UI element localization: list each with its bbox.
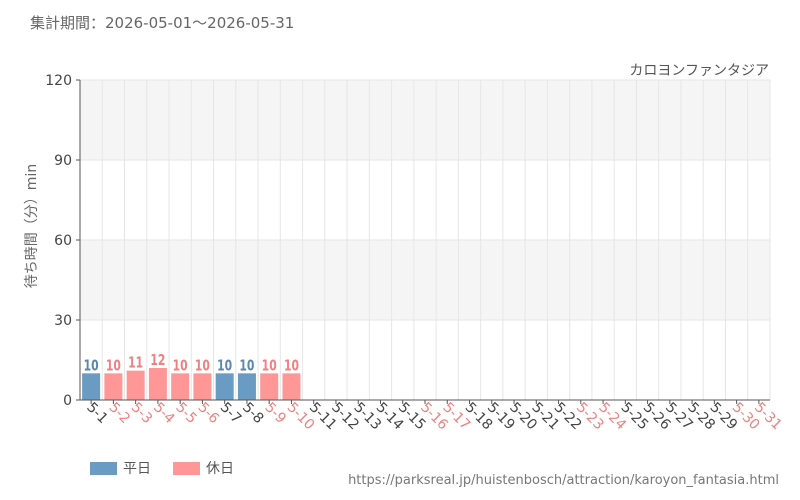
bar-5-5 — [171, 373, 190, 400]
x-tick-label-5-2: 5-2 — [106, 400, 133, 427]
weekday-swatch — [90, 461, 117, 475]
y-tick-label: 30 — [54, 313, 72, 329]
y-axis-label: 待ち時間（分）min — [24, 164, 40, 288]
x-tick-labels: 5-15-25-35-45-55-65-75-85-95-105-115-125… — [83, 400, 785, 434]
bar-series — [82, 368, 301, 400]
bar-5-7 — [215, 373, 234, 400]
legend: 平日 休日 — [90, 458, 256, 478]
bar-5-8 — [237, 373, 256, 400]
x-tick-label-5-6: 5-6 — [195, 400, 223, 428]
data-label-5-4: 12 — [150, 352, 165, 369]
bar-5-3 — [126, 370, 145, 400]
data-label-5-1: 10 — [84, 358, 99, 375]
holiday-swatch — [173, 461, 200, 475]
bar-5-1 — [82, 373, 101, 400]
data-label-5-8: 10 — [239, 358, 254, 375]
bar-5-4 — [148, 368, 167, 400]
x-tick-label-5-5: 5-5 — [172, 400, 199, 427]
x-tick-label-5-3: 5-3 — [128, 400, 155, 427]
plot-bands — [80, 80, 770, 320]
x-tick-label-5-9: 5-9 — [261, 400, 288, 427]
data-label-5-5: 10 — [173, 358, 188, 375]
y-tick-label: 120 — [45, 73, 72, 89]
legend-label-weekday: 平日 — [123, 461, 151, 477]
y-tick-label: 0 — [63, 393, 72, 409]
bar-5-2 — [104, 373, 123, 400]
plot-band — [80, 240, 770, 320]
bar-5-10 — [282, 373, 301, 400]
source-url: https://parksreal.jp/huistenbosch/attrac… — [348, 473, 779, 488]
data-label-5-9: 10 — [262, 358, 277, 375]
y-tick-label: 60 — [54, 233, 72, 249]
data-labels: 10 10 11 12 10 10 10 10 10 10 — [84, 352, 299, 375]
data-label-5-6: 10 — [195, 358, 210, 375]
data-label-5-10: 10 — [284, 358, 299, 375]
chart-title: カロヨンファンタジア — [629, 63, 769, 79]
x-tick-label-5-1: 5-1 — [83, 400, 110, 427]
period-label: 集計期間：2026-05-01～2026-05-31 — [30, 14, 295, 32]
data-label-5-7: 10 — [217, 358, 232, 375]
x-tick-label-5-4: 5-4 — [150, 400, 178, 428]
data-label-5-3: 11 — [128, 355, 143, 372]
x-tick-label-5-8: 5-8 — [239, 400, 266, 427]
y-tick-label: 90 — [54, 153, 72, 169]
grid-lines — [80, 79, 771, 400]
y-tick-labels: 0 30 60 90 120 — [45, 73, 80, 409]
x-tick-label-5-7: 5-7 — [217, 400, 244, 427]
bar-5-9 — [260, 373, 279, 400]
legend-item-weekday: 平日 — [90, 458, 151, 478]
data-label-5-2: 10 — [106, 358, 121, 375]
legend-label-holiday: 休日 — [206, 461, 234, 477]
bar-5-6 — [193, 373, 212, 400]
legend-item-holiday: 休日 — [173, 458, 234, 478]
plot-band — [80, 80, 770, 160]
